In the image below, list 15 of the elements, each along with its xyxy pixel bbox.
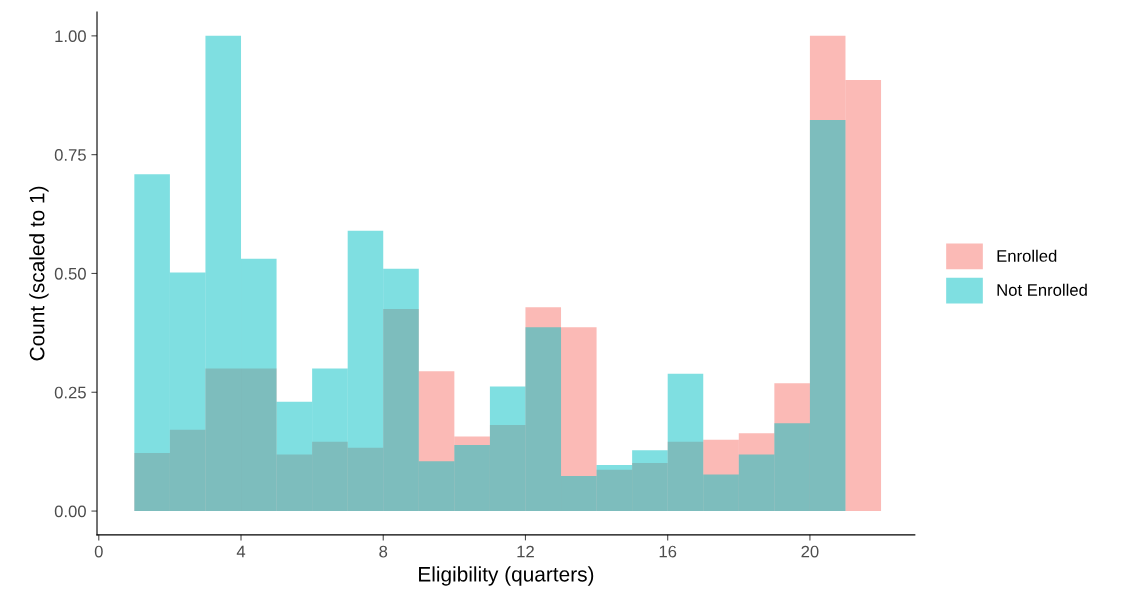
x-tick-label: 8 [379,545,388,558]
y-tick-label: 0.50 [54,267,86,280]
y-tick-label: 0.00 [54,505,86,518]
x-tick-label: 20 [801,545,819,558]
x-tick-label: 0 [94,545,103,558]
legend-label: Not Enrolled [997,283,1087,296]
x-axis-title: Eligibility (quarters) [419,566,594,586]
legend-label: Enrolled [997,249,1057,262]
x-tick-label: 4 [236,545,246,558]
y-tick-label: 0.75 [54,149,86,161]
y-axis-title: Count (scaled to 1) [29,186,49,361]
x-tick-label: 16 [659,545,677,558]
y-tick-label: 1.00 [55,30,86,43]
y-tick-label: 0.25 [54,386,86,399]
x-tick-label: 12 [517,545,534,558]
